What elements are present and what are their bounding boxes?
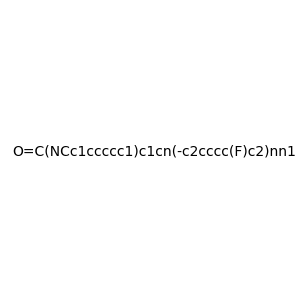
Text: O=C(NCc1ccccc1)c1cn(-c2cccc(F)c2)nn1: O=C(NCc1ccccc1)c1cn(-c2cccc(F)c2)nn1 (12, 145, 296, 158)
